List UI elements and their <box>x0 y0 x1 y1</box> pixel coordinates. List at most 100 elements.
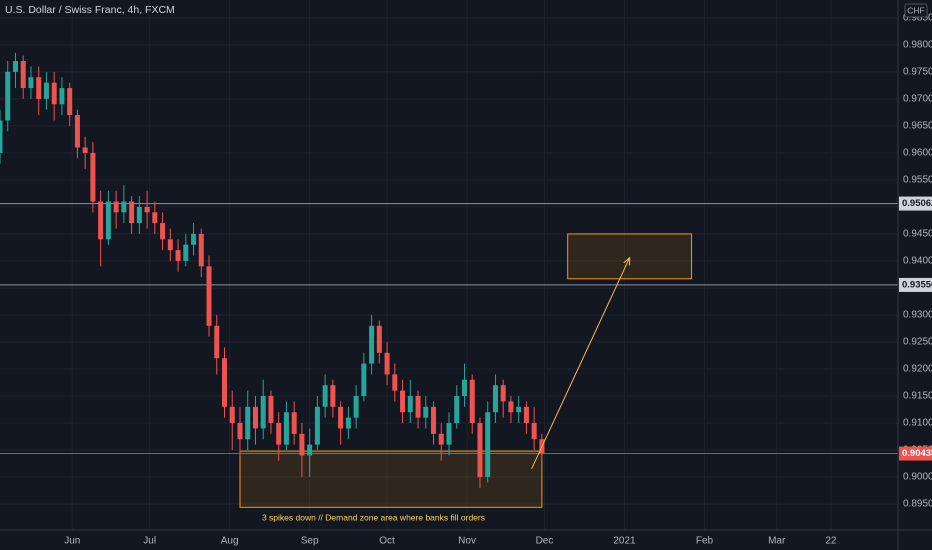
candle-body <box>222 358 227 407</box>
x-tick-label: Aug <box>221 536 239 547</box>
candle-body <box>291 412 297 434</box>
candle-body <box>129 201 135 224</box>
x-tick-label: 22 <box>825 536 837 547</box>
candle-body <box>43 82 49 99</box>
candle-body <box>461 379 467 397</box>
candle-body <box>0 120 3 153</box>
price-label: 0.93556 <box>902 279 932 290</box>
candle-body <box>369 325 375 364</box>
candle-body <box>438 433 444 445</box>
candle-body <box>51 82 57 105</box>
candle-body <box>485 412 491 478</box>
candle-body <box>283 412 289 445</box>
candle-body <box>415 396 421 418</box>
candle-body <box>105 201 111 240</box>
candle-body <box>121 201 127 213</box>
y-tick-label: 0.89500 <box>903 499 932 510</box>
candle-body <box>98 201 104 240</box>
candle-body <box>82 147 88 153</box>
price-label: 0.95062 <box>902 198 932 209</box>
price-label-box <box>899 277 932 292</box>
candle-body <box>183 244 189 261</box>
candle-body <box>276 423 282 445</box>
candle-body <box>353 396 359 418</box>
candle-body <box>500 385 506 402</box>
candle-body <box>67 88 73 116</box>
x-tick-label: Jul <box>143 536 156 547</box>
candle-body <box>20 61 26 89</box>
candle-body <box>454 396 460 424</box>
zone <box>567 233 693 280</box>
candle-body <box>28 77 34 89</box>
grid <box>0 0 898 530</box>
candle-body <box>252 406 258 429</box>
candle-body <box>361 363 367 397</box>
arrow <box>531 258 630 470</box>
candle-body <box>36 77 42 99</box>
zone <box>239 450 543 508</box>
candle-body <box>531 423 537 440</box>
candle-body <box>214 325 220 359</box>
chart-title: U.S. Dollar / Swiss Franc, 4h, FXCM <box>5 4 175 16</box>
currency-box <box>904 3 928 18</box>
candle-body <box>113 201 119 213</box>
candle-body <box>268 396 274 424</box>
price-label-box <box>899 196 932 211</box>
x-tick-label: Jun <box>64 536 80 547</box>
candle-body <box>407 396 413 413</box>
candle-body <box>167 239 173 251</box>
x-tick-label: Nov <box>458 536 476 547</box>
x-tick-label: 2021 <box>613 536 636 547</box>
candle-body <box>160 223 166 240</box>
currency-label: CHF <box>907 5 924 15</box>
candle-body <box>384 352 390 375</box>
price-label: 0.90435 <box>902 448 932 459</box>
plot: 3 spikes down // Demand zone area where … <box>0 52 898 523</box>
candle-body <box>392 374 398 391</box>
candle-body <box>175 250 181 261</box>
candle-body <box>516 406 522 413</box>
candle-body <box>144 206 150 213</box>
candle-body <box>446 423 452 445</box>
candle-body <box>152 212 158 224</box>
candle-body <box>322 385 328 407</box>
candle-body <box>299 433 305 456</box>
candle-body <box>469 379 475 424</box>
candle-body <box>376 325 382 353</box>
candle-body <box>423 406 429 418</box>
x-tick-label: Feb <box>696 536 714 547</box>
candle-body <box>260 396 266 429</box>
annotation: 3 spikes down // Demand zone area where … <box>262 513 485 523</box>
candle-body <box>90 152 96 202</box>
candle-body <box>345 417 351 429</box>
candle-body <box>5 71 11 121</box>
candle-body <box>191 233 197 245</box>
x-tick-label: Mar <box>768 536 786 547</box>
candle-body <box>314 406 320 445</box>
candle-body <box>206 266 212 326</box>
x-tick-label: Oct <box>379 536 395 547</box>
candle-body <box>400 390 406 413</box>
candle-body <box>59 88 65 105</box>
candle-body <box>508 401 514 413</box>
candle-body <box>245 406 251 440</box>
candle-body <box>12 61 18 72</box>
candle-body <box>198 233 204 267</box>
candle-body <box>330 385 336 407</box>
candle-body <box>523 406 529 424</box>
